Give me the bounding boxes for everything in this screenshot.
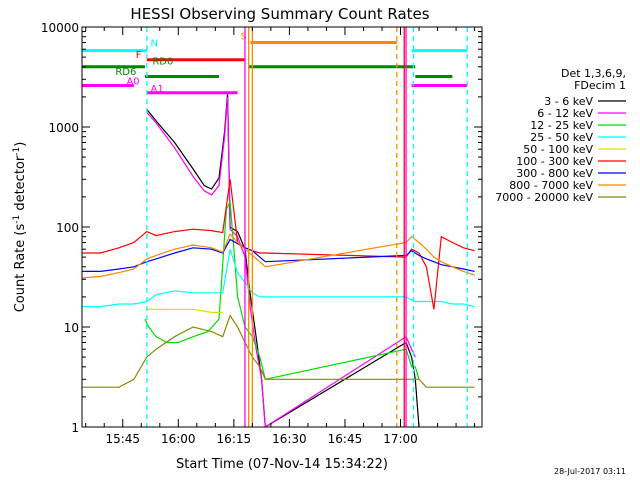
x-tick-label: 16:30 [272,432,307,446]
series-line-6-12-kev [146,96,416,427]
legend-label: 12 - 25 keV [530,119,593,132]
flag-label-rd6: RD6 [115,67,136,78]
flag-label-s: S [241,31,247,42]
datestamp: 28-Jul-2017 03:11 [554,467,626,476]
x-tick-label: 16:45 [328,432,363,446]
x-tick-label: 15:45 [105,432,140,446]
legend-label: 800 - 7000 keV [509,179,593,192]
legend-label: 300 - 800 keV [516,167,593,180]
y-tick-label: 1000 [48,121,79,135]
x-axis-ticks: 15:45 16:00 16:15 16:30 16:45 17:00 [85,27,476,446]
series-line-800-7000-kev [82,232,475,279]
legend-header-line2: FDecim 1 [574,79,626,92]
series-line-12-25-kev [144,199,420,381]
legend-label: 25 - 50 keV [530,131,593,144]
x-tick-label: 17:00 [383,432,418,446]
x-tick-label: 16:00 [161,432,196,446]
chart-title: HESSI Observing Summary Count Rates [130,5,429,23]
flag-label-a1: A1 [151,84,164,95]
legend-label: 7000 - 20000 keV [495,191,593,204]
y-label-main: Count Rate (s [13,224,28,313]
series-layer [82,92,475,427]
flag-label-rd0: RD0 [152,57,173,68]
flag-label-f: F [136,50,142,61]
y-label-mid: detector [13,155,28,215]
series-line-3-6-kev [146,92,420,427]
vlines-layer [146,27,468,427]
legend-label: 100 - 300 keV [516,155,593,168]
y-tick-label: 10000 [41,21,79,35]
y-axis-ticks: 1 10 100 1000 10000 [41,21,482,435]
flag-label-a0: A0 [126,77,139,88]
legend-label: 50 - 100 keV [523,143,593,156]
y-axis-label: Count Rate (s-1 detector-1) [12,142,28,313]
flag-label-n: N [151,38,158,49]
series-line-50-100-kev [146,308,223,313]
series-line-25-50-kev [82,249,475,308]
series-line-100-300-kev [82,179,475,310]
y-label-exp2: -1 [12,147,22,156]
x-axis-label: Start Time (07-Nov-14 15:34:22) [176,457,388,472]
y-tick-label: 10 [64,321,79,335]
y-tick-label: 1 [71,421,79,435]
legend-header-line1: Det 1,3,6,9, [561,67,626,80]
y-tick-label: 100 [56,221,79,235]
series-line-300-800-kev [82,238,475,272]
legend-label: 3 - 6 keV [544,95,593,108]
x-tick-label: 16:15 [217,432,252,446]
y-label-end: ) [13,142,28,147]
series-line-7000-20000-kev [82,314,475,388]
legend-label: 6 - 12 keV [537,107,593,120]
y-label-exp1: -1 [12,215,22,224]
